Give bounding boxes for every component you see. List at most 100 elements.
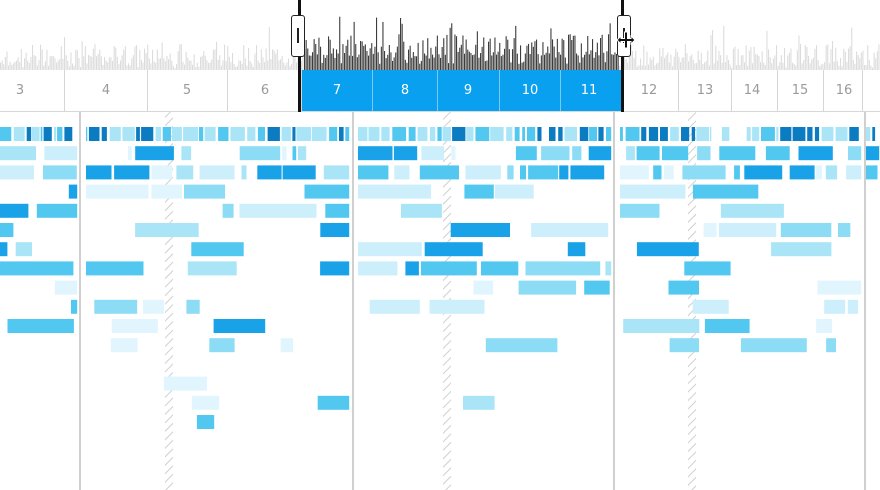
flame-frame (36, 203, 78, 218)
flame-frame (429, 127, 436, 141)
activity-bar (529, 54, 531, 70)
flame-frame (620, 203, 660, 218)
activity-bar (862, 50, 864, 70)
activity-bar (286, 62, 288, 70)
flame-frame (559, 165, 569, 180)
activity-bar (267, 60, 269, 70)
activity-bar (444, 54, 446, 70)
flame-frame (606, 127, 612, 141)
flame-frame (417, 127, 428, 141)
timeline-tick-13[interactable]: 13 (696, 83, 714, 98)
timeline-tick-14[interactable]: 14 (743, 83, 761, 98)
timeline-separator (227, 70, 228, 112)
activity-bar (129, 65, 131, 70)
timeline-tick-15[interactable]: 15 (791, 83, 809, 98)
activity-bar (244, 58, 246, 70)
activity-bar (0, 62, 2, 70)
activity-bar (44, 61, 46, 70)
activity-bar (182, 61, 184, 70)
activity-bar (193, 54, 195, 70)
timeline-tick-11[interactable]: 11 (580, 83, 598, 98)
activity-bar (496, 54, 498, 70)
activity-bar (360, 41, 362, 70)
flame-frame (776, 127, 779, 141)
timeline-tick-8[interactable]: 8 (400, 83, 410, 98)
activity-bar (536, 39, 538, 70)
flame-frame (718, 223, 777, 237)
activity-bar (436, 35, 438, 70)
flame-frame (32, 127, 40, 141)
activity-bar (364, 44, 366, 70)
activity-bar (48, 65, 50, 70)
activity-bar (184, 64, 186, 70)
activity-bar (593, 57, 595, 70)
activity-bar (784, 47, 786, 70)
activity-bar (214, 49, 216, 70)
activity-bar (481, 46, 483, 70)
flame-frame (464, 184, 494, 199)
timeline-tick-7[interactable]: 7 (332, 83, 342, 98)
activity-bar (118, 64, 120, 70)
activity-bar (52, 55, 54, 70)
flame-frame (485, 338, 558, 353)
timeline-tick-10[interactable]: 10 (521, 83, 539, 98)
activity-bar (32, 45, 34, 70)
activity-bar (340, 63, 342, 70)
timeline-tick-4[interactable]: 4 (101, 83, 111, 98)
activity-bar (512, 49, 514, 70)
flame-frame (325, 203, 350, 218)
activity-bar (70, 52, 72, 70)
activity-bar (566, 63, 568, 70)
timeline-tick-12[interactable]: 12 (640, 83, 658, 98)
timeline-tick-16[interactable]: 16 (835, 83, 853, 98)
timeline-tick-5[interactable]: 5 (182, 83, 192, 98)
activity-bar (398, 34, 400, 70)
activity-bar (523, 61, 525, 70)
activity-bar (454, 34, 456, 70)
activity-bar (331, 53, 333, 70)
activity-bar (697, 50, 699, 70)
activity-bar (284, 65, 286, 70)
flame-frame (740, 338, 807, 353)
selection-left-handle[interactable] (291, 15, 305, 57)
activity-bar (329, 39, 331, 70)
activity-bar (438, 54, 440, 70)
timeline-ruler[interactable]: 3 4 5 6 7 8 9 10 11 12 13 14 15 16 (0, 70, 880, 112)
activity-bar (110, 57, 112, 70)
activity-bar (380, 46, 382, 70)
timeline-tick-6[interactable]: 6 (260, 83, 270, 98)
activity-bar (222, 60, 224, 70)
activity-bar (57, 60, 59, 70)
activity-overview-histogram[interactable] (0, 0, 880, 70)
timeline-tick-3[interactable]: 3 (15, 83, 25, 98)
flame-frame (692, 184, 759, 199)
activity-bar (180, 44, 182, 70)
activity-bar (280, 59, 282, 70)
activity-bar (273, 50, 275, 70)
activity-bar (328, 36, 330, 70)
activity-bar (574, 35, 576, 70)
activity-bar (592, 39, 594, 70)
flame-frame (623, 319, 700, 333)
flame-frame (771, 242, 832, 257)
activity-bar (502, 54, 504, 70)
flame-frame (369, 299, 420, 314)
activity-bar (635, 50, 637, 70)
flame-chart[interactable] (0, 112, 880, 490)
activity-bar (145, 53, 147, 70)
flame-frame (184, 184, 226, 199)
activity-bar (854, 63, 856, 70)
activity-bar (134, 46, 136, 70)
flame-frame (111, 319, 158, 333)
selected-range-band[interactable] (299, 70, 622, 112)
activity-bar (768, 49, 770, 70)
timeline-separator (823, 70, 824, 112)
timeline-tick-9[interactable]: 9 (463, 83, 473, 98)
activity-bar (540, 55, 542, 70)
activity-bar (396, 46, 398, 70)
flame-frame (162, 127, 171, 141)
flame-frame (186, 299, 200, 314)
activity-bar (219, 55, 221, 70)
activity-bar (732, 48, 734, 70)
activity-bar (835, 47, 837, 70)
